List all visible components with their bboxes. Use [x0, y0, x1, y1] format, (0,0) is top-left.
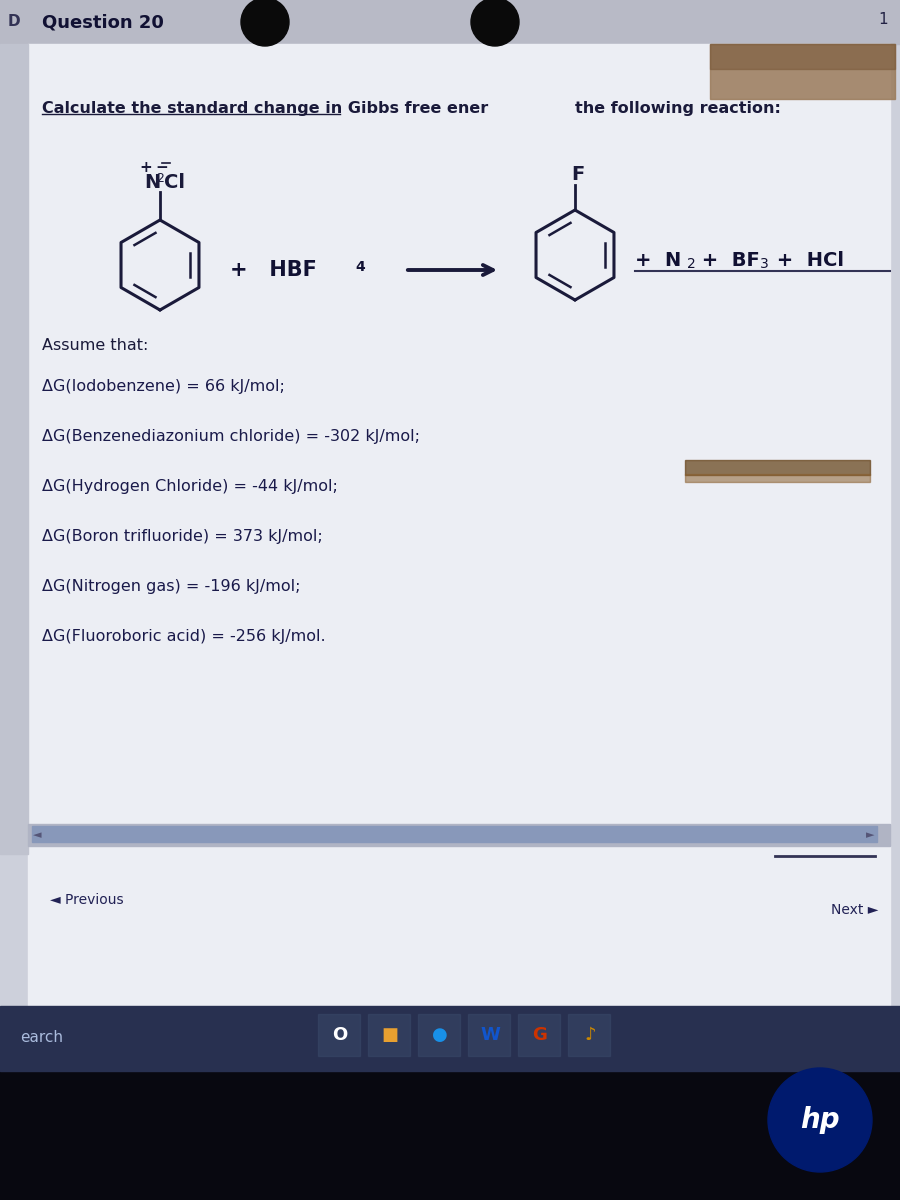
Text: O: O [332, 1026, 347, 1044]
Text: +: + [140, 161, 152, 175]
Text: Calculate the standard change in Gibbs free ener: Calculate the standard change in Gibbs f… [42, 101, 488, 115]
Text: ΔG(Boron trifluoride) = 373 kJ/mol;: ΔG(Boron trifluoride) = 373 kJ/mol; [42, 529, 323, 545]
Text: ΔG(Fluoroboric acid) = -256 kJ/mol.: ΔG(Fluoroboric acid) = -256 kJ/mol. [42, 630, 326, 644]
Text: ●: ● [432, 1026, 448, 1044]
Bar [685, 460, 870, 475]
Bar [368, 1014, 410, 1056]
Text: Question 20: Question 20 [42, 13, 164, 31]
Text: +  N: + N [635, 251, 681, 270]
Text: the following reaction:: the following reaction: [575, 101, 781, 115]
Text: ◄ Previous: ◄ Previous [50, 893, 123, 907]
Circle shape [768, 1068, 872, 1172]
Bar [0, 44, 28, 854]
Text: hp: hp [800, 1106, 840, 1134]
Text: Assume that:: Assume that: [42, 337, 148, 353]
Bar [0, 0, 900, 44]
Bar [0, 1070, 900, 1200]
Bar [32, 826, 877, 842]
Bar [318, 1014, 360, 1056]
Text: ■: ■ [382, 1026, 399, 1044]
Bar [468, 1014, 510, 1056]
Text: +   HBF: + HBF [230, 260, 317, 280]
Bar [28, 44, 890, 824]
Text: ►: ► [866, 830, 874, 840]
Bar [0, 1006, 900, 1070]
Text: 2: 2 [687, 257, 696, 271]
Text: 4: 4 [355, 260, 365, 274]
Text: +  HCl: + HCl [770, 251, 844, 270]
Text: N: N [144, 173, 160, 192]
Text: W: W [480, 1026, 500, 1044]
Bar [710, 44, 895, 68]
Text: ΔG(Nitrogen gas) = -196 kJ/mol;: ΔG(Nitrogen gas) = -196 kJ/mol; [42, 580, 301, 594]
Bar [685, 474, 870, 482]
Circle shape [471, 0, 519, 46]
Bar [710, 44, 895, 98]
Text: Next ►: Next ► [831, 902, 878, 917]
Text: earch: earch [20, 1031, 63, 1045]
Circle shape [241, 0, 289, 46]
Text: G: G [533, 1026, 547, 1044]
Bar [568, 1014, 610, 1056]
Bar [418, 1014, 460, 1056]
Bar [518, 1014, 560, 1056]
Text: 2: 2 [156, 173, 164, 186]
Text: ◄: ◄ [33, 830, 41, 840]
Text: ♪: ♪ [584, 1026, 596, 1044]
Text: +  BF: + BF [695, 251, 760, 270]
Bar [28, 824, 890, 846]
Text: ΔG(Iodobenzene) = 66 kJ/mol;: ΔG(Iodobenzene) = 66 kJ/mol; [42, 379, 285, 395]
Text: ΔG(Hydrogen Chloride) = -44 kJ/mol;: ΔG(Hydrogen Chloride) = -44 kJ/mol; [42, 480, 338, 494]
Text: 1: 1 [878, 12, 888, 26]
Text: ΔG(Benzenediazonium chloride) = -302 kJ/mol;: ΔG(Benzenediazonium chloride) = -302 kJ/… [42, 430, 420, 444]
Text: F: F [572, 166, 585, 185]
Text: D: D [8, 14, 21, 30]
Text: 3: 3 [760, 257, 769, 271]
Text: Cl: Cl [164, 173, 185, 192]
Text: −: − [156, 161, 168, 175]
Bar [28, 846, 890, 1006]
